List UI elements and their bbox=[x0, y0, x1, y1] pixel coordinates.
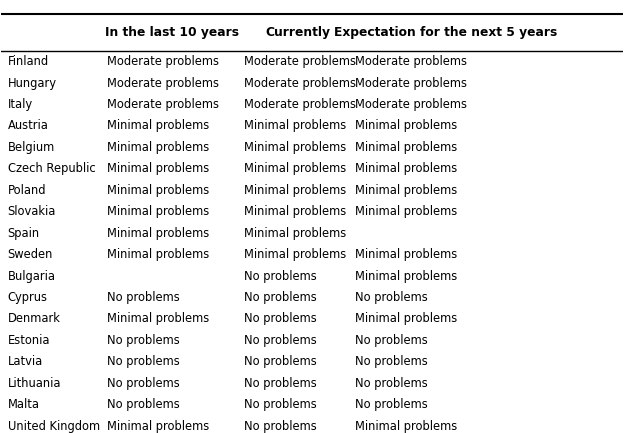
Text: No problems: No problems bbox=[243, 355, 316, 368]
Text: No problems: No problems bbox=[243, 398, 316, 411]
Text: Moderate problems: Moderate problems bbox=[356, 98, 467, 111]
Text: In the last 10 years: In the last 10 years bbox=[105, 26, 239, 39]
Text: Minimal problems: Minimal problems bbox=[107, 226, 209, 239]
Text: Denmark: Denmark bbox=[7, 312, 61, 325]
Text: Minimal problems: Minimal problems bbox=[356, 248, 458, 261]
Text: Moderate problems: Moderate problems bbox=[243, 77, 356, 90]
Text: No problems: No problems bbox=[243, 291, 316, 304]
Text: Minimal problems: Minimal problems bbox=[356, 184, 458, 197]
Text: Currently: Currently bbox=[266, 26, 331, 39]
Text: No problems: No problems bbox=[356, 291, 428, 304]
Text: No problems: No problems bbox=[243, 269, 316, 282]
Text: Minimal problems: Minimal problems bbox=[107, 184, 209, 197]
Text: Moderate problems: Moderate problems bbox=[243, 55, 356, 68]
Text: Minimal problems: Minimal problems bbox=[107, 420, 209, 433]
Text: No problems: No problems bbox=[356, 398, 428, 411]
Text: No problems: No problems bbox=[107, 355, 180, 368]
Text: Moderate problems: Moderate problems bbox=[107, 77, 219, 90]
Text: Minimal problems: Minimal problems bbox=[107, 141, 209, 154]
Text: No problems: No problems bbox=[356, 355, 428, 368]
Text: Minimal problems: Minimal problems bbox=[356, 162, 458, 175]
Text: Latvia: Latvia bbox=[7, 355, 43, 368]
Text: Sweden: Sweden bbox=[7, 248, 53, 261]
Text: Minimal problems: Minimal problems bbox=[356, 420, 458, 433]
Text: Moderate problems: Moderate problems bbox=[107, 55, 219, 68]
Text: Minimal problems: Minimal problems bbox=[107, 312, 209, 325]
Text: Minimal problems: Minimal problems bbox=[356, 269, 458, 282]
Text: Minimal problems: Minimal problems bbox=[356, 141, 458, 154]
Text: No problems: No problems bbox=[107, 291, 180, 304]
Text: Minimal problems: Minimal problems bbox=[243, 248, 346, 261]
Text: No problems: No problems bbox=[243, 312, 316, 325]
Text: Minimal problems: Minimal problems bbox=[243, 162, 346, 175]
Text: Minimal problems: Minimal problems bbox=[243, 205, 346, 218]
Text: Minimal problems: Minimal problems bbox=[356, 205, 458, 218]
Text: Minimal problems: Minimal problems bbox=[107, 205, 209, 218]
Text: Estonia: Estonia bbox=[7, 334, 50, 347]
Text: Lithuania: Lithuania bbox=[7, 377, 61, 390]
Text: Finland: Finland bbox=[7, 55, 49, 68]
Text: Czech Republic: Czech Republic bbox=[7, 162, 95, 175]
Text: Expectation for the next 5 years: Expectation for the next 5 years bbox=[334, 26, 557, 39]
Text: No problems: No problems bbox=[243, 377, 316, 390]
Text: Austria: Austria bbox=[7, 120, 49, 132]
Text: Spain: Spain bbox=[7, 226, 40, 239]
Text: Poland: Poland bbox=[7, 184, 46, 197]
Text: Moderate problems: Moderate problems bbox=[107, 98, 219, 111]
Text: No problems: No problems bbox=[243, 334, 316, 347]
Text: Belgium: Belgium bbox=[7, 141, 55, 154]
Text: Italy: Italy bbox=[7, 98, 32, 111]
Text: Minimal problems: Minimal problems bbox=[107, 162, 209, 175]
Text: Minimal problems: Minimal problems bbox=[356, 312, 458, 325]
Text: No problems: No problems bbox=[243, 420, 316, 433]
Text: Minimal problems: Minimal problems bbox=[107, 248, 209, 261]
Text: Moderate problems: Moderate problems bbox=[356, 77, 467, 90]
Text: Minimal problems: Minimal problems bbox=[243, 141, 346, 154]
Text: Minimal problems: Minimal problems bbox=[243, 120, 346, 132]
Text: Minimal problems: Minimal problems bbox=[356, 120, 458, 132]
Text: Bulgaria: Bulgaria bbox=[7, 269, 56, 282]
Text: United Kingdom: United Kingdom bbox=[7, 420, 100, 433]
Text: No problems: No problems bbox=[356, 377, 428, 390]
Text: Minimal problems: Minimal problems bbox=[243, 184, 346, 197]
Text: Hungary: Hungary bbox=[7, 77, 57, 90]
Text: No problems: No problems bbox=[356, 334, 428, 347]
Text: No problems: No problems bbox=[107, 334, 180, 347]
Text: Malta: Malta bbox=[7, 398, 39, 411]
Text: Cyprus: Cyprus bbox=[7, 291, 47, 304]
Text: Moderate problems: Moderate problems bbox=[356, 55, 467, 68]
Text: No problems: No problems bbox=[107, 398, 180, 411]
Text: Minimal problems: Minimal problems bbox=[243, 226, 346, 239]
Text: Slovakia: Slovakia bbox=[7, 205, 56, 218]
Text: No problems: No problems bbox=[107, 377, 180, 390]
Text: Minimal problems: Minimal problems bbox=[107, 120, 209, 132]
Text: Moderate problems: Moderate problems bbox=[243, 98, 356, 111]
